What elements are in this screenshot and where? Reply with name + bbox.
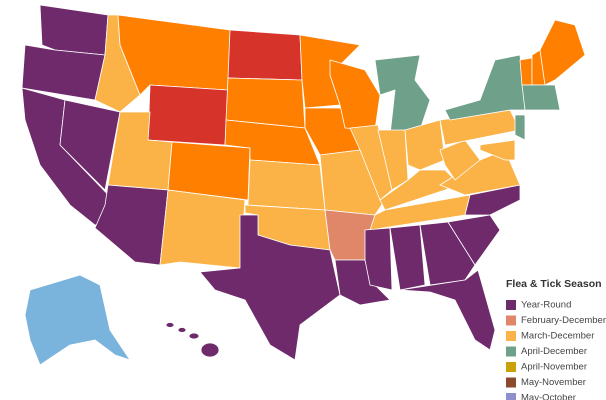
state bbox=[319, 149, 386, 216]
state bbox=[94, 184, 169, 266]
state bbox=[389, 224, 426, 291]
legend-swatch bbox=[506, 377, 516, 388]
state bbox=[514, 114, 526, 141]
legend-swatch bbox=[506, 362, 516, 372]
state bbox=[419, 221, 476, 286]
legend-title: Flea & Tick Season bbox=[506, 278, 602, 290]
state bbox=[247, 159, 326, 211]
island bbox=[200, 342, 220, 358]
legend-label: May-November bbox=[521, 377, 586, 388]
state bbox=[374, 54, 431, 136]
state bbox=[399, 269, 496, 351]
state bbox=[159, 189, 246, 269]
state bbox=[447, 214, 501, 266]
island bbox=[177, 327, 187, 333]
legend-label: February-December bbox=[521, 315, 606, 326]
state bbox=[199, 214, 341, 361]
legend-swatch bbox=[506, 331, 516, 341]
state bbox=[539, 19, 586, 86]
legend-label: Year-Round bbox=[521, 300, 571, 311]
legend-swatch bbox=[506, 300, 516, 310]
legend-swatch bbox=[506, 346, 516, 357]
legend-label: March-December bbox=[521, 331, 594, 342]
legend-swatch bbox=[506, 393, 516, 400]
legend-swatch bbox=[506, 315, 516, 326]
state bbox=[464, 184, 521, 216]
state bbox=[225, 77, 306, 129]
state bbox=[227, 29, 303, 81]
state bbox=[117, 14, 231, 96]
legend-label: April-November bbox=[521, 362, 587, 373]
state bbox=[364, 227, 393, 291]
state bbox=[39, 4, 109, 56]
legend-label: April-December bbox=[521, 346, 587, 357]
island bbox=[165, 322, 175, 328]
state bbox=[404, 119, 446, 171]
legend-label: May-October bbox=[521, 393, 576, 400]
state bbox=[147, 84, 229, 146]
states bbox=[21, 4, 586, 366]
state bbox=[444, 54, 526, 121]
state bbox=[24, 274, 131, 366]
state bbox=[519, 57, 533, 86]
state bbox=[521, 84, 561, 111]
state bbox=[59, 99, 121, 191]
island bbox=[188, 332, 200, 340]
legend: Year-Round February-December March-Decembe… bbox=[506, 300, 606, 400]
state bbox=[479, 139, 516, 161]
